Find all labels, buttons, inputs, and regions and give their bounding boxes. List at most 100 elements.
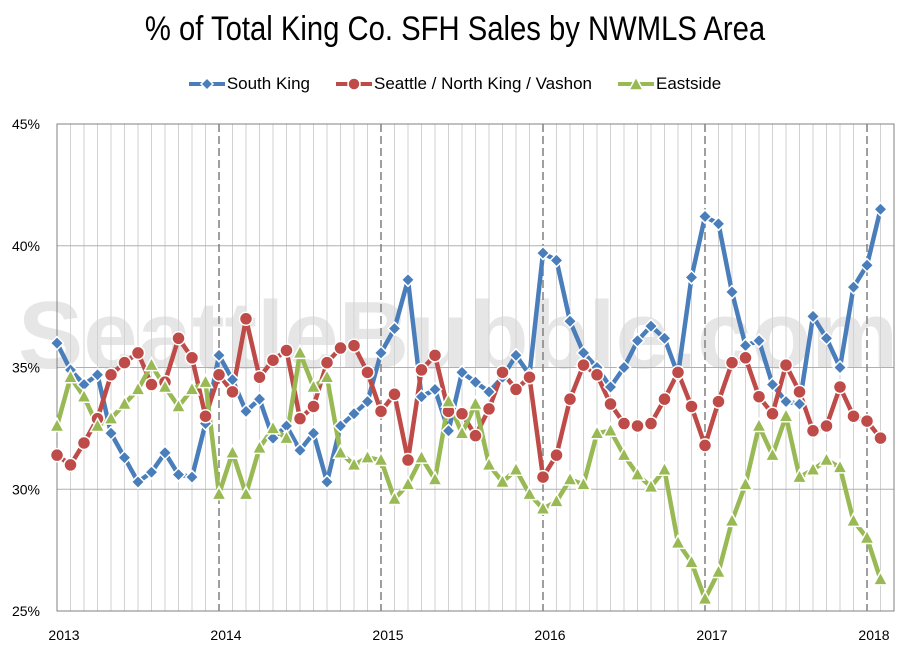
data-point-circle: [414, 362, 429, 378]
data-point-circle: [562, 391, 578, 407]
data-point-triangle: [156, 377, 174, 394]
y-tick-label: 40%: [12, 238, 40, 254]
data-point-triangle: [170, 397, 187, 413]
data-point-circle: [589, 367, 605, 383]
data-point-circle: [738, 350, 753, 366]
data-point-circle: [495, 365, 510, 380]
data-point-circle: [400, 452, 416, 468]
data-point-triangle: [494, 472, 511, 489]
data-point-diamond: [454, 364, 470, 380]
data-point-diamond: [845, 279, 862, 295]
data-point-triangle: [629, 465, 646, 481]
data-point-diamond: [656, 330, 673, 346]
data-point-triangle: [116, 394, 133, 411]
data-point-triangle: [750, 416, 768, 433]
data-point-triangle: [548, 492, 565, 508]
data-point-triangle: [777, 407, 795, 423]
data-point-circle: [535, 469, 551, 485]
data-point-circle: [711, 394, 726, 409]
data-point-diamond: [130, 474, 146, 490]
data-point-triangle: [251, 438, 268, 455]
data-point-circle: [630, 418, 645, 434]
data-point-diamond: [238, 403, 254, 419]
data-point-diamond: [359, 394, 376, 410]
data-point-circle: [198, 408, 213, 424]
data-point-triangle: [62, 368, 79, 384]
data-point-circle: [211, 367, 227, 383]
data-point-triangle: [143, 355, 160, 372]
data-point-circle: [765, 406, 780, 422]
data-point-circle: [238, 311, 254, 327]
data-point-circle: [603, 396, 618, 412]
data-point-circle: [616, 416, 632, 431]
data-point-diamond: [346, 406, 362, 422]
data-point-triangle: [521, 485, 538, 501]
data-point-circle: [144, 377, 159, 392]
y-tick-label: 35%: [12, 360, 40, 376]
data-point-circle: [657, 391, 672, 407]
data-point-triangle: [359, 448, 376, 464]
data-point-triangle: [183, 380, 201, 396]
data-point-diamond: [440, 423, 457, 439]
data-point-diamond: [211, 347, 227, 363]
legend: South King Seattle / North King / Vashon…: [0, 74, 910, 94]
legend-item-south-king: South King: [188, 74, 310, 94]
data-point-diamond: [724, 284, 740, 300]
data-point-triangle: [345, 455, 363, 472]
data-point-circle: [117, 355, 132, 370]
data-point-circle: [778, 357, 794, 373]
data-point-triangle: [831, 458, 849, 474]
data-point-triangle: [264, 419, 282, 435]
legend-label-seattle: Seattle / North King / Vashon: [374, 74, 592, 93]
data-point-circle: [832, 379, 848, 395]
data-point-circle: [670, 365, 686, 380]
data-point-triangle: [372, 450, 390, 467]
data-point-circle: [49, 447, 65, 463]
data-point-circle: [63, 457, 78, 473]
plot-frame: [56, 123, 895, 612]
data-point-triangle: [291, 343, 309, 360]
data-point-diamond: [467, 374, 484, 390]
data-point-circle: [427, 348, 443, 363]
data-point-triangle: [75, 387, 93, 403]
data-point-triangle: [48, 416, 66, 433]
data-point-circle: [454, 406, 470, 422]
x-tick-label: 2017: [696, 627, 727, 643]
data-point-diamond: [535, 245, 551, 261]
data-point-diamond: [265, 430, 281, 446]
legend-marker-circle-icon: [336, 77, 372, 91]
data-point-diamond: [103, 425, 119, 441]
data-point-diamond: [427, 381, 443, 397]
data-point-diamond: [251, 391, 268, 407]
data-point-diamond: [872, 201, 889, 217]
data-point-diamond: [751, 333, 767, 349]
data-point-triangle: [413, 448, 430, 464]
data-point-triangle: [683, 553, 700, 569]
data-point-triangle: [102, 409, 120, 425]
data-point-diamond: [373, 345, 389, 361]
data-point-triangle: [804, 460, 822, 477]
data-point-triangle: [318, 368, 336, 384]
data-point-triangle: [723, 511, 741, 528]
data-point-triangle: [575, 475, 592, 491]
data-point-triangle: [791, 467, 808, 484]
y-tick-label: 25%: [12, 603, 40, 619]
data-point-triangle: [480, 455, 498, 472]
data-point-triangle: [440, 392, 457, 408]
data-point-diamond: [859, 257, 875, 273]
data-point-triangle: [588, 424, 606, 440]
data-point-circle: [130, 345, 146, 361]
data-point-triangle: [386, 489, 403, 506]
data-point-diamond: [292, 442, 308, 458]
data-point-diamond: [319, 474, 335, 490]
data-point-triangle: [642, 477, 660, 494]
data-point-triangle: [210, 485, 228, 501]
data-point-triangle: [561, 470, 579, 486]
data-point-circle: [373, 404, 389, 419]
data-point-circle: [819, 418, 834, 434]
data-point-diamond: [562, 313, 578, 329]
data-point-triangle: [764, 446, 781, 462]
data-point-triangle: [399, 475, 417, 491]
data-point-diamond: [764, 376, 781, 393]
data-point-diamond: [184, 469, 200, 485]
